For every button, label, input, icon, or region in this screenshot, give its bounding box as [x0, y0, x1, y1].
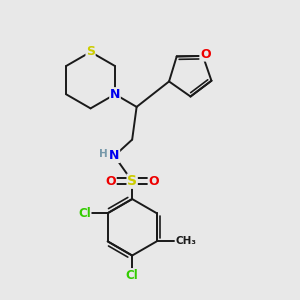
Text: O: O: [200, 48, 211, 61]
Text: N: N: [109, 149, 119, 162]
Text: S: S: [86, 45, 95, 58]
Text: S: S: [127, 174, 137, 188]
Text: Cl: Cl: [126, 268, 139, 282]
Text: N: N: [110, 88, 120, 101]
Text: H: H: [99, 148, 107, 159]
Text: CH₃: CH₃: [176, 236, 197, 246]
Text: O: O: [148, 175, 159, 188]
Text: Cl: Cl: [78, 207, 91, 220]
Text: O: O: [106, 175, 116, 188]
